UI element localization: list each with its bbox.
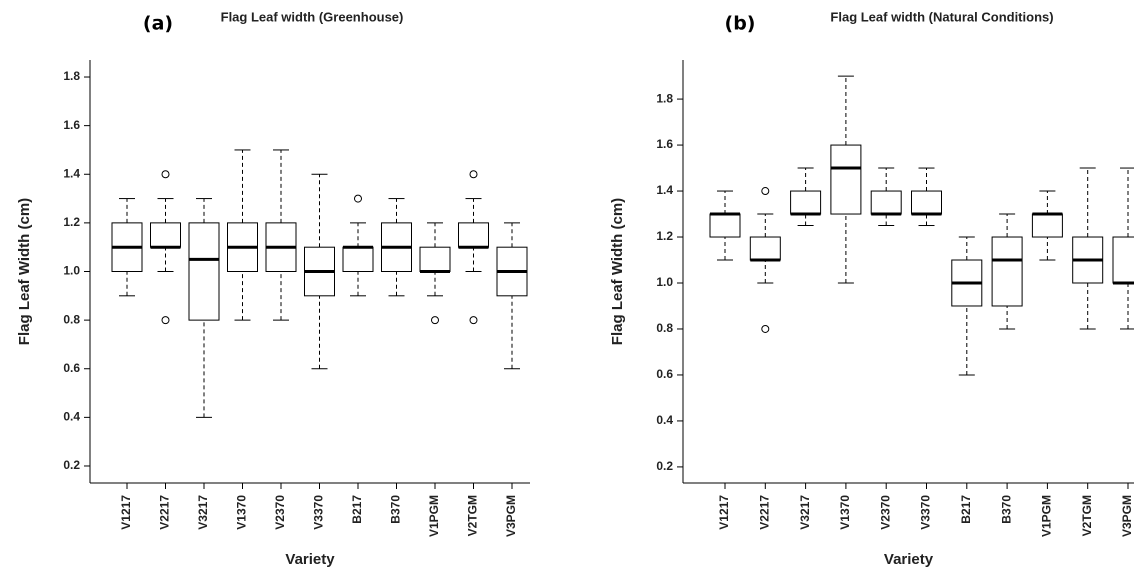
chart-title: Flag Leaf width (Greenhouse) (221, 9, 404, 24)
y-tick-label: 0.8 (63, 312, 80, 326)
x-tick-label: V3370 (919, 495, 933, 530)
x-axis-label: Variety (884, 551, 934, 568)
box (991, 236, 1023, 307)
box (150, 222, 181, 248)
x-tick-label: V2TGM (1080, 495, 1094, 536)
box (419, 246, 451, 272)
panel-label: (b) (725, 13, 756, 35)
y-tick-label: 1.0 (63, 264, 80, 278)
x-tick-label: B217 (959, 495, 973, 524)
y-tick-label: 0.2 (656, 459, 673, 473)
y-tick-label: 1.2 (656, 229, 673, 243)
x-tick-label: V2370 (878, 495, 892, 530)
x-tick-label: V3PGM (1120, 495, 1134, 537)
y-tick-label: 1.6 (656, 137, 673, 151)
x-tick-label: V2370 (273, 495, 287, 530)
x-tick-label: B370 (389, 495, 403, 524)
outlier (469, 316, 478, 325)
x-tick-label: V2TGM (466, 495, 480, 536)
box (709, 213, 741, 238)
y-tick-label: 1.0 (656, 275, 673, 289)
y-tick-label: 1.4 (63, 166, 80, 180)
x-tick-label: V1PGM (1040, 495, 1054, 537)
outlier (761, 324, 770, 333)
y-tick-label: 0.2 (63, 458, 80, 472)
box (911, 190, 942, 215)
x-axis-label: Variety (285, 551, 335, 568)
box (458, 222, 489, 248)
x-tick-label: V1370 (235, 495, 249, 530)
x-tick-label: B217 (350, 495, 364, 524)
x-tick-label: V3370 (312, 495, 326, 530)
box (749, 236, 781, 261)
x-tick-label: V3217 (798, 495, 812, 530)
x-tick-label: V1217 (717, 495, 731, 530)
x-tick-label: V1PGM (427, 495, 441, 537)
y-tick-label: 0.8 (656, 321, 673, 335)
box (790, 190, 822, 215)
panel-label: (a) (143, 13, 173, 35)
chart-title: Flag Leaf width (Natural Conditions) (830, 9, 1053, 24)
y-tick-label: 1.8 (656, 91, 673, 105)
x-tick-label: V3PGM (504, 495, 518, 537)
box (1031, 213, 1063, 238)
y-tick-label: 1.2 (63, 215, 80, 229)
box (188, 222, 220, 321)
y-axis-label: Flag Leaf Width (cm) (16, 198, 33, 345)
outlier (161, 170, 170, 179)
x-tick-label: V2217 (158, 495, 172, 530)
x-tick-label: V3217 (196, 495, 210, 530)
y-axis-label: Flag Leaf Width (cm) (609, 198, 626, 345)
box (1112, 236, 1134, 284)
box (342, 246, 374, 272)
x-tick-label: V2217 (757, 495, 771, 530)
outlier (161, 316, 170, 325)
box (830, 144, 862, 215)
x-tick-label: V1370 (838, 495, 852, 530)
y-tick-label: 0.4 (63, 410, 80, 424)
y-tick-label: 1.4 (656, 183, 673, 197)
outlier (469, 170, 478, 179)
y-tick-label: 0.6 (63, 361, 80, 375)
y-tick-label: 1.6 (63, 118, 80, 132)
box (870, 190, 902, 215)
x-tick-label: B370 (999, 495, 1013, 524)
y-tick-label: 1.8 (63, 69, 80, 83)
x-tick-label: V1217 (119, 495, 133, 530)
outlier (761, 187, 770, 196)
y-tick-label: 0.6 (656, 367, 673, 381)
y-tick-label: 0.4 (656, 413, 673, 427)
outlier (431, 316, 439, 325)
outlier (354, 194, 362, 203)
